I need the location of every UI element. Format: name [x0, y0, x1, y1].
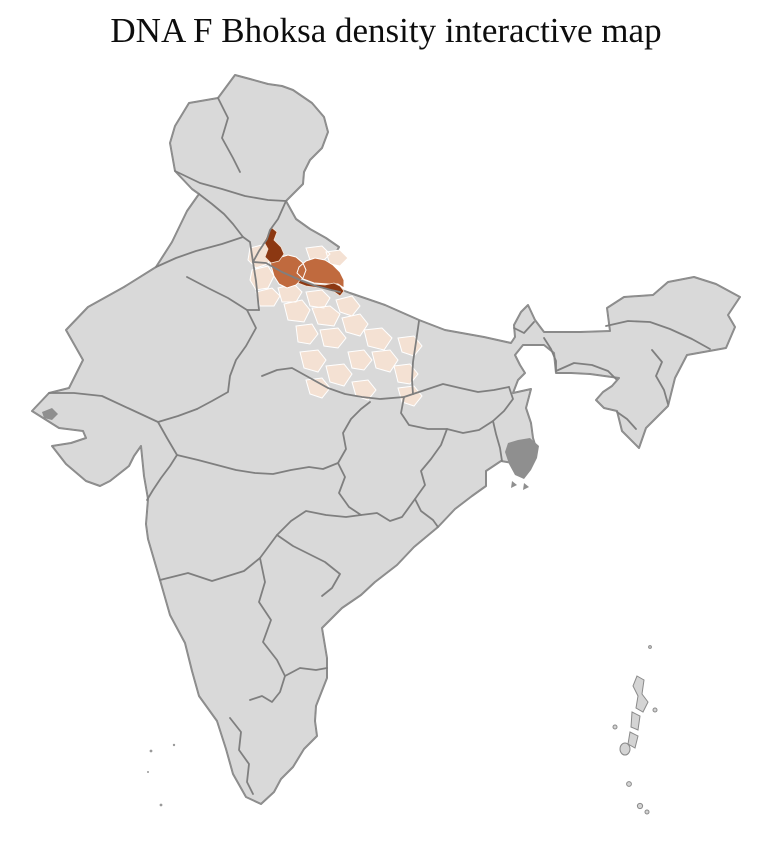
kutch-creek-patch	[42, 408, 58, 420]
islet	[636, 802, 644, 810]
island[interactable]	[619, 675, 649, 756]
islet	[149, 749, 153, 753]
islet	[159, 803, 163, 807]
district-texture-overlay	[32, 75, 740, 804]
islet	[644, 809, 650, 815]
sundarbans-patch	[505, 438, 539, 490]
page-title: DNA F Bhoksa density interactive map	[110, 11, 662, 50]
islet	[147, 771, 149, 773]
dense-coast-patches	[42, 408, 539, 490]
lakshadweep-islands	[147, 743, 176, 807]
islet	[626, 781, 632, 787]
andaman-nicobar-islands[interactable]	[612, 645, 658, 815]
islet	[612, 724, 618, 730]
islet	[652, 707, 658, 713]
islet	[172, 743, 176, 747]
district-medium[interactable]	[269, 254, 345, 289]
state-borders	[48, 97, 711, 795]
districts-density-medium[interactable]	[269, 254, 345, 289]
islet	[648, 645, 652, 649]
